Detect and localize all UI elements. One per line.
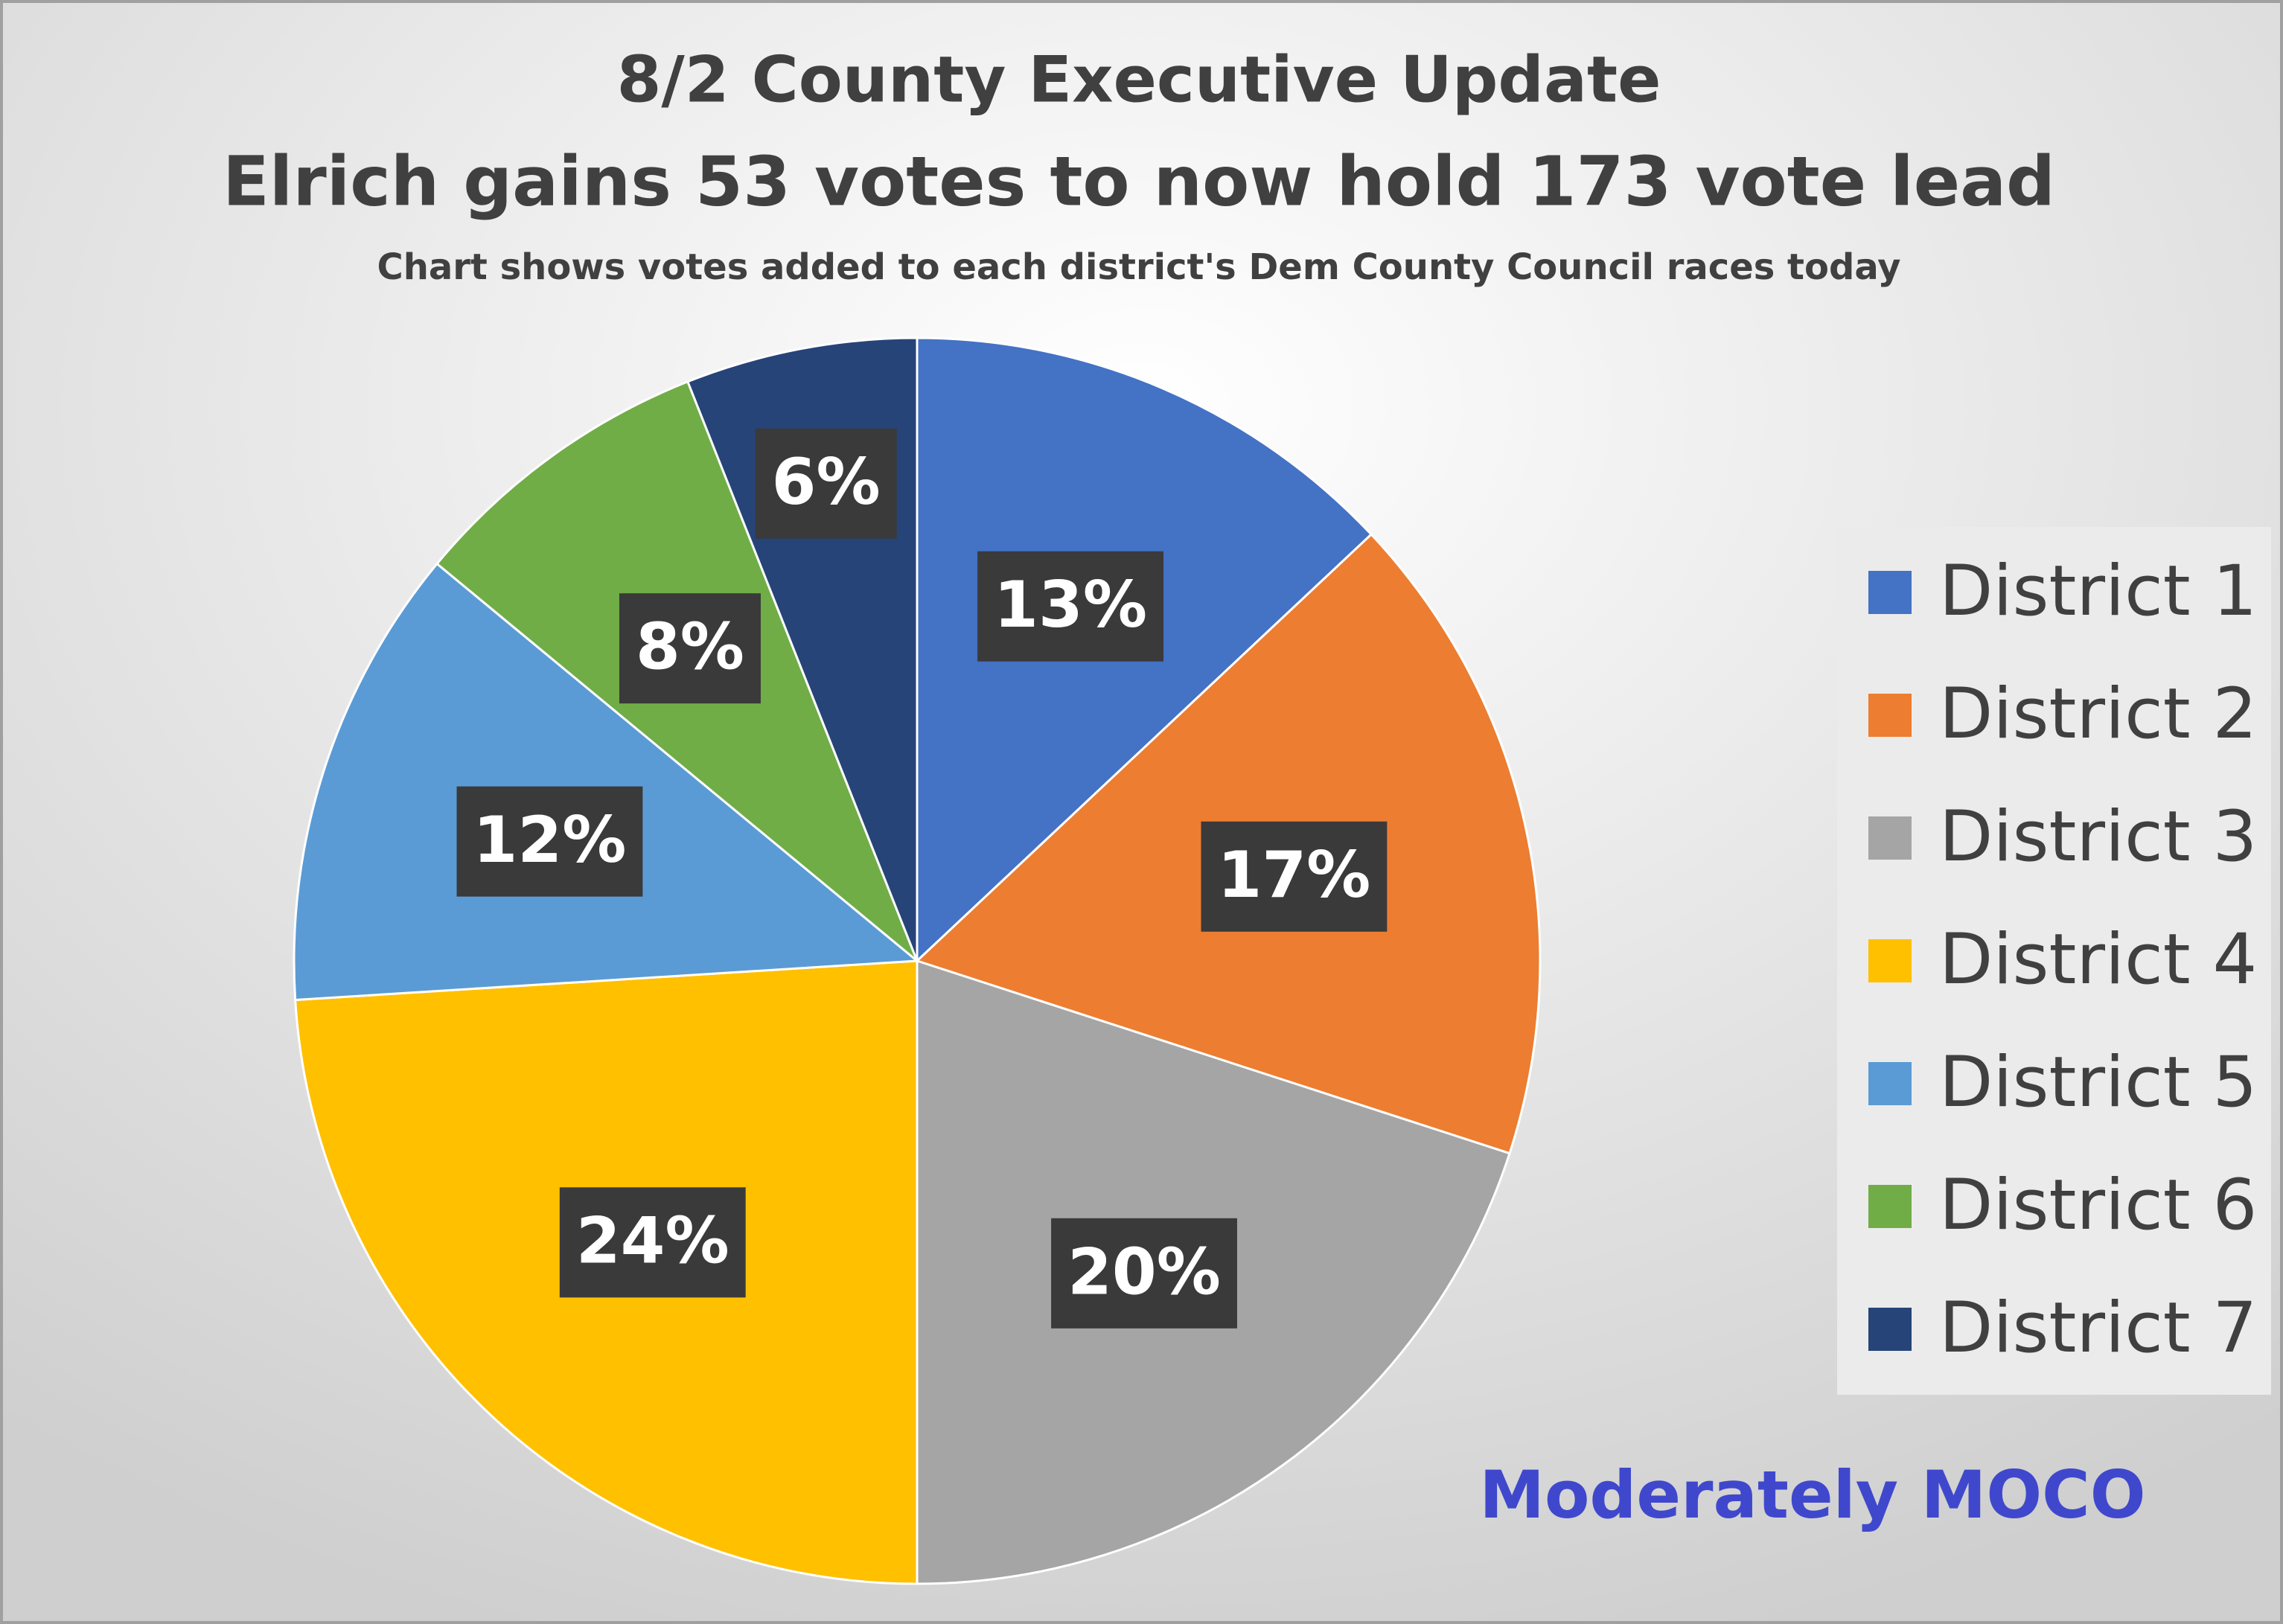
watermark: Moderately MOCO — [1479, 1457, 2145, 1533]
legend-label: District 4 — [1939, 919, 2257, 1000]
legend-swatch — [1868, 694, 1912, 737]
data-label-box — [619, 593, 761, 704]
legend-label: District 2 — [1939, 674, 2257, 755]
data-label: 20% — [1067, 1235, 1221, 1309]
legend-label: District 7 — [1939, 1288, 2257, 1369]
legend-label: District 6 — [1939, 1165, 2257, 1246]
data-label: 6% — [772, 445, 881, 520]
legend-swatch — [1868, 1185, 1912, 1228]
data-label: 12% — [473, 803, 627, 877]
legend-swatch — [1868, 571, 1912, 614]
data-label: 24% — [576, 1204, 729, 1279]
data-label: 17% — [1218, 838, 1371, 912]
chart-subtitle: Elrich gains 53 votes to now hold 173 vo… — [223, 141, 2055, 221]
legend-swatch — [1868, 939, 1912, 982]
data-label-box — [755, 428, 897, 539]
legend-label: District 5 — [1939, 1042, 2257, 1123]
data-label-box — [559, 1187, 746, 1298]
data-label-box — [1201, 821, 1388, 932]
legend-swatch — [1868, 1062, 1912, 1105]
legend-label: District 3 — [1939, 796, 2257, 877]
data-label: 8% — [636, 610, 744, 685]
data-label: 13% — [994, 568, 1147, 642]
chart-note: Chart shows votes added to each district… — [377, 246, 1900, 288]
chart-title: 8/2 County Executive Update — [617, 42, 1661, 117]
legend-swatch — [1868, 1308, 1912, 1351]
data-label-box — [977, 551, 1164, 662]
data-label-box — [456, 786, 643, 897]
data-label-box — [1051, 1218, 1237, 1329]
legend-label: District 1 — [1939, 551, 2257, 632]
legend-swatch — [1868, 816, 1912, 860]
pie-slice — [293, 562, 920, 1002]
